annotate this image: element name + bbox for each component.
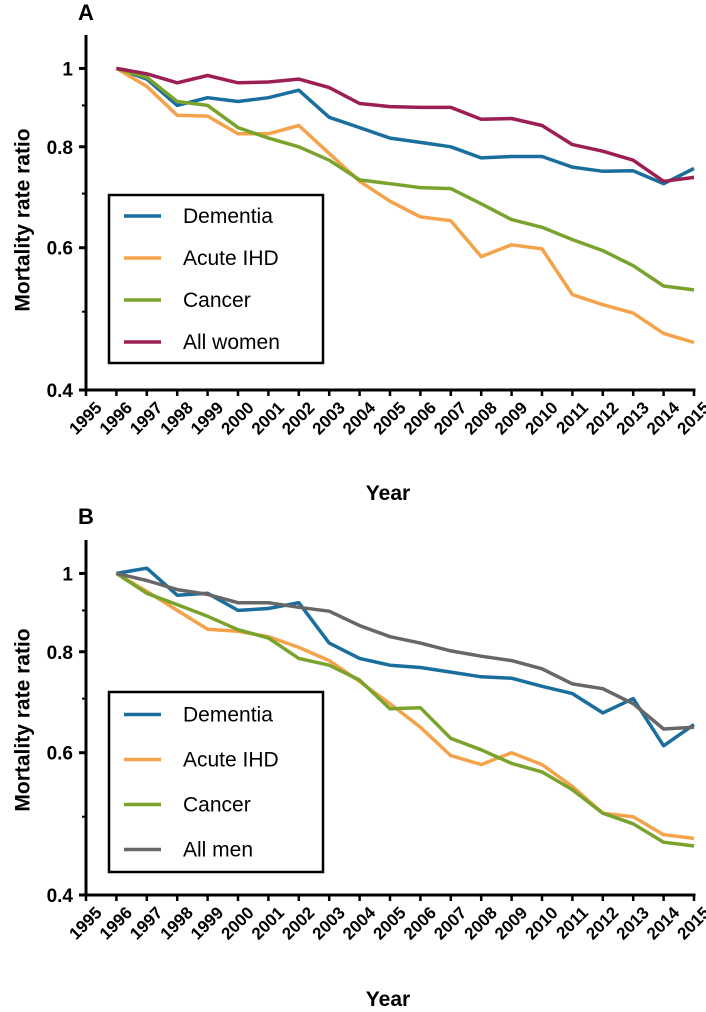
x-tick-label: 2011 [553, 398, 593, 438]
legend-box [107, 193, 325, 365]
x-tick-label: 2009 [491, 398, 531, 438]
legend-label: All women [183, 331, 280, 354]
series-line-dementia [115, 66, 695, 186]
series-line-all-men [116, 571, 695, 731]
legend: Dementia Acute IHD Cancer All men [107, 690, 325, 874]
series-line-acute-ihd [115, 66, 695, 345]
x-tick-label: 1999 [187, 903, 227, 943]
chart-panel-b: B0.40.60.8119951996199719981999200020012… [11, 504, 706, 1011]
x-tick-label: 2002 [278, 398, 318, 438]
series-line-cancer [115, 571, 695, 848]
x-tick-label: 1997 [126, 398, 166, 438]
legend-label: Cancer [183, 794, 251, 817]
legend-label: Dementia [183, 704, 273, 727]
series-line-all-women [116, 66, 695, 184]
x-tick-label: 2003 [309, 398, 349, 438]
x-tick-label: 2008 [461, 398, 501, 438]
x-tick-label: 2006 [400, 903, 440, 943]
x-tick-label: 2000 [217, 398, 257, 438]
y-tick-label: 1 [62, 564, 73, 585]
y-axis-title: Mortality rate ratio [11, 628, 34, 811]
x-tick-label: 2013 [613, 398, 653, 438]
x-tick-label: 1999 [187, 398, 227, 438]
legend-label: All men [183, 839, 253, 862]
x-tick-label: 2014 [643, 398, 684, 439]
x-tick-label: 2008 [461, 903, 501, 943]
y-tick-label: 0.6 [47, 239, 73, 260]
y-tick-label: 0.8 [47, 643, 73, 664]
x-tick-label: 2011 [553, 903, 593, 943]
x-tick-label: 1996 [96, 398, 136, 438]
x-tick-label: 2004 [339, 903, 380, 944]
y-tick-label: 0.6 [47, 744, 73, 765]
y-tick-label: 0.8 [47, 138, 73, 159]
legend-label: Cancer [183, 289, 251, 312]
series-line-cancer [115, 66, 695, 292]
y-tick-label: 0.4 [47, 886, 74, 907]
x-tick-label: 2000 [217, 903, 257, 943]
legend-label: Acute IHD [183, 247, 279, 270]
legend: Dementia Acute IHD Cancer All women [107, 193, 325, 365]
x-tick-label: 2001 [248, 903, 288, 943]
x-tick-label: 1998 [157, 398, 197, 438]
legend-box [107, 690, 325, 874]
x-tick-label: 1997 [126, 903, 166, 943]
x-tick-label: 1996 [96, 903, 136, 943]
x-tick-label: 2007 [430, 398, 470, 438]
x-tick-label: 2005 [369, 903, 409, 943]
panel-label: A [78, 0, 94, 25]
x-tick-label: 2013 [613, 903, 653, 943]
legend-label: Dementia [183, 205, 273, 228]
x-tick-label: 2010 [521, 398, 561, 438]
x-tick-label: 2014 [643, 903, 684, 944]
x-tick-label: 2006 [400, 398, 440, 438]
x-tick-label: 2005 [369, 398, 409, 438]
x-tick-label: 2007 [430, 903, 470, 943]
x-tick-label: 1998 [157, 903, 197, 943]
x-tick-label: 2001 [248, 398, 288, 438]
y-tick-label: 1 [62, 59, 73, 80]
x-tick-label: 1995 [65, 903, 105, 943]
x-tick-label: 2009 [491, 903, 531, 943]
x-tick-label: 2015 [673, 398, 706, 438]
x-tick-label: 1995 [65, 398, 105, 438]
x-axis-title: Year [366, 482, 410, 505]
x-tick-label: 2004 [339, 398, 380, 439]
chart-panel-a: A0.40.60.8119951996199719981999200020012… [11, 0, 706, 505]
y-axis-title: Mortality rate ratio [11, 128, 34, 311]
x-tick-label: 2003 [309, 903, 349, 943]
x-tick-label: 2012 [582, 903, 622, 943]
legend-label: Acute IHD [183, 749, 279, 772]
x-tick-label: 2012 [582, 398, 622, 438]
x-tick-label: 2010 [521, 903, 561, 943]
x-tick-label: 2002 [278, 903, 318, 943]
panel-label: B [78, 504, 94, 529]
y-tick-label: 0.4 [47, 381, 74, 402]
x-tick-label: 2015 [673, 903, 706, 943]
x-axis-title: Year [366, 988, 410, 1011]
